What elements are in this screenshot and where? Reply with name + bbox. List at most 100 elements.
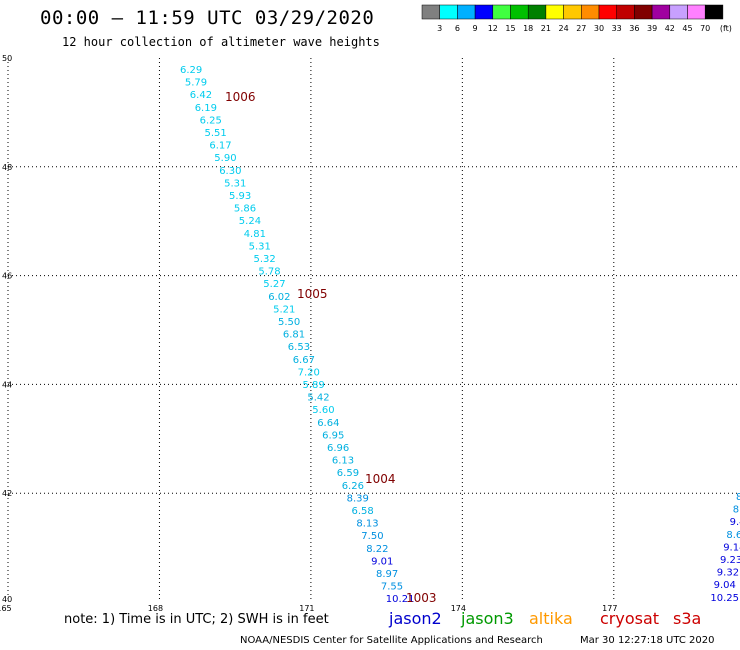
swh-observation: 5.42 bbox=[307, 393, 329, 404]
colorbar-label: 12 bbox=[488, 24, 498, 33]
swh-observation: 8.22 bbox=[366, 544, 388, 555]
swh-observation: 8.39 bbox=[347, 493, 369, 504]
y-tick-label: 40 bbox=[2, 595, 12, 604]
swh-observation: 8.13 bbox=[356, 519, 378, 530]
colorbar-swatch bbox=[474, 4, 494, 20]
swh-observation: 8.97 bbox=[376, 569, 398, 580]
colorbar-swatch bbox=[687, 4, 706, 20]
colorbar-label: 15 bbox=[505, 24, 515, 33]
timestamp-text: Mar 30 12:27:18 UTC 2020 bbox=[580, 635, 715, 646]
swh-observation: 6.25 bbox=[200, 115, 222, 126]
page-subtitle: 12 hour collection of altimeter wave hei… bbox=[62, 35, 380, 49]
swh-observation: 9.23 bbox=[720, 555, 740, 566]
swh-observation: 5.93 bbox=[229, 191, 251, 202]
colorbar-swatch bbox=[527, 4, 547, 20]
swh-observation: 9.04 bbox=[714, 580, 736, 591]
colorbar-label: 33 bbox=[612, 24, 622, 33]
swh-observation: 6.17 bbox=[209, 141, 231, 152]
swh-observation: 6.53 bbox=[288, 342, 310, 353]
swh-observation: 5.78 bbox=[258, 267, 280, 278]
y-tick-label: 46 bbox=[2, 272, 12, 281]
x-tick-label: 174 bbox=[451, 604, 466, 613]
swh-observation: 6.13 bbox=[332, 456, 354, 467]
swh-observation: 5.31 bbox=[249, 241, 271, 252]
colorbar-label: 45 bbox=[682, 24, 692, 33]
colorbar-swatch bbox=[669, 4, 688, 20]
swh-observation: 10.21 bbox=[386, 594, 415, 605]
swh-observation: 6.67 bbox=[293, 355, 315, 366]
colorbar-label: 30 bbox=[594, 24, 604, 33]
x-tick-label: 171 bbox=[299, 604, 314, 613]
colorbar-label: 36 bbox=[629, 24, 639, 33]
swh-observation: 9.01 bbox=[371, 556, 393, 567]
page-title: 00:00 – 11:59 UTC 03/29/2020 bbox=[40, 7, 375, 29]
colorbar-label: 21 bbox=[541, 24, 551, 33]
swh-observation: 5.60 bbox=[312, 405, 334, 416]
swh-observation: 7.55 bbox=[381, 582, 403, 593]
pressure-label: 1004 bbox=[365, 472, 396, 486]
swh-observation: 6.64 bbox=[317, 418, 339, 429]
pressure-label: 1006 bbox=[225, 90, 256, 104]
x-tick-label: 165 bbox=[0, 604, 12, 613]
colorbar-swatch bbox=[616, 4, 635, 20]
swh-observation: 6.26 bbox=[342, 481, 364, 492]
colorbar-swatch bbox=[563, 4, 582, 20]
colorbar-swatch bbox=[581, 4, 600, 20]
swh-observation: 5.50 bbox=[278, 317, 300, 328]
colorbar-swatch bbox=[704, 4, 724, 20]
colorbar-label: 9 bbox=[473, 24, 478, 33]
swh-observation: 8.6 bbox=[726, 530, 740, 541]
y-tick-label: 50 bbox=[2, 54, 12, 63]
swh-observation: 5.51 bbox=[205, 128, 227, 139]
swh-observation: 6.96 bbox=[327, 443, 349, 454]
swh-observation: 6.58 bbox=[352, 506, 374, 517]
colorbar-swatch bbox=[439, 4, 458, 20]
x-tick-label: 177 bbox=[602, 604, 617, 613]
swh-observation: 6.30 bbox=[219, 166, 241, 177]
pressure-label: 1003 bbox=[406, 591, 437, 605]
swh-observation: 5.79 bbox=[185, 78, 207, 89]
swh-observation: 8 bbox=[736, 492, 740, 503]
swh-observation: 9.14 bbox=[723, 542, 740, 553]
swh-observation: 5.89 bbox=[303, 380, 325, 391]
swh-observation: 5.86 bbox=[234, 204, 256, 215]
swh-observation: 5.21 bbox=[273, 304, 295, 315]
legend-jason3: jason3 bbox=[461, 609, 514, 628]
colorbar-label: 18 bbox=[523, 24, 533, 33]
swh-observation: 5.24 bbox=[239, 216, 261, 227]
swh-observation: 8. bbox=[733, 505, 740, 516]
swh-observation: 4.81 bbox=[244, 229, 266, 240]
swh-observation: 9.4 bbox=[730, 517, 740, 528]
y-tick-label: 42 bbox=[2, 489, 12, 498]
swh-observation: 10.25 bbox=[710, 593, 739, 604]
swh-observation: 5.27 bbox=[263, 279, 285, 290]
colorbar-swatch bbox=[634, 4, 653, 20]
y-tick-label: 48 bbox=[2, 163, 12, 172]
swh-observation: 9.32 bbox=[717, 568, 739, 579]
colorbar-label: 70 bbox=[700, 24, 710, 33]
pressure-label: 1005 bbox=[297, 287, 328, 301]
colorbar-swatch bbox=[457, 4, 476, 20]
credit-text: NOAA/NESDIS Center for Satellite Applica… bbox=[240, 635, 543, 646]
colorbar-swatch bbox=[492, 4, 511, 20]
colorbar-label: 6 bbox=[455, 24, 460, 33]
colorbar-label: 27 bbox=[576, 24, 586, 33]
legend-s3a: s3a bbox=[673, 609, 702, 628]
colorbar-label: 3 bbox=[437, 24, 442, 33]
colorbar-swatch bbox=[510, 4, 529, 20]
colorbar-label: 42 bbox=[665, 24, 675, 33]
legend-altika: altika bbox=[529, 609, 573, 628]
swh-observation: 6.02 bbox=[268, 292, 290, 303]
swh-observation: 5.32 bbox=[254, 254, 276, 265]
swh-observation: 6.95 bbox=[322, 430, 344, 441]
colorbar-swatch bbox=[421, 4, 440, 20]
colorbar-swatch bbox=[598, 4, 617, 20]
swh-observation: 6.19 bbox=[195, 103, 217, 114]
y-tick-label: 44 bbox=[2, 380, 12, 389]
swh-observation: 6.81 bbox=[283, 330, 305, 341]
swh-observation: 5.90 bbox=[214, 153, 236, 164]
swh-observation: 6.59 bbox=[337, 468, 359, 479]
swh-observation: 7.20 bbox=[298, 367, 320, 378]
